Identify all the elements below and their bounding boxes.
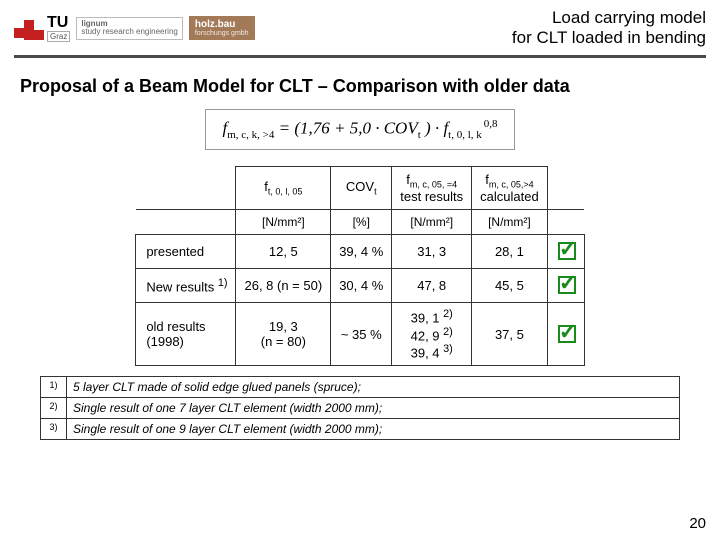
lignum-logo: lignum study research engineering (76, 17, 183, 41)
comparison-table: ft, 0, l, 05 COVt fm, c, 05, =4 test res… (135, 166, 584, 367)
col-header: fm, c, 05,>4 calculated (472, 166, 548, 210)
footnote-table: 1) 5 layer CLT made of solid edge glued … (40, 376, 680, 440)
table-row: presented 12, 5 39, 4 % 31, 3 28, 1 (136, 235, 584, 269)
table-unit-row: [N/mm²] [%] [N/mm²] [N/mm²] (136, 210, 584, 235)
footnote-row: 2) Single result of one 7 layer CLT elem… (41, 398, 680, 419)
col-header: COVt (331, 166, 392, 210)
slide-header: TU Graz lignum study research engineerin… (0, 0, 720, 53)
check-icon (556, 274, 576, 294)
check-cell (547, 269, 584, 303)
footnote-row: 3) Single result of one 9 layer CLT elem… (41, 419, 680, 440)
section-title: Proposal of a Beam Model for CLT – Compa… (0, 58, 720, 103)
check-cell (547, 235, 584, 269)
table-row: New results 1) 26, 8 (n = 50) 30, 4 % 47… (136, 269, 584, 303)
tu-graz-logo: TU Graz (14, 15, 70, 42)
check-cell (547, 303, 584, 366)
table-row: old results(1998) 19, 3(n = 80) ~ 35 % 3… (136, 303, 584, 366)
col-header: ft, 0, l, 05 (236, 166, 331, 210)
table-header-row: ft, 0, l, 05 COVt fm, c, 05, =4 test res… (136, 166, 584, 210)
row-label: New results 1) (136, 269, 236, 303)
tu-logo-icon (14, 20, 44, 42)
col-header: fm, c, 05, =4 test results (392, 166, 472, 210)
tu-logo-text: TU Graz (47, 15, 70, 42)
row-label: presented (136, 235, 236, 269)
formula-box: fm, c, k, >4 = (1,76 + 5,0 · COVt ) · ft… (0, 103, 720, 166)
holzbau-logo: holz.bau forschungs gmbh (189, 16, 255, 40)
check-icon (556, 323, 576, 343)
footnote-row: 1) 5 layer CLT made of solid edge glued … (41, 377, 680, 398)
page-number: 20 (689, 515, 706, 532)
row-label: old results(1998) (136, 303, 236, 366)
formula: fm, c, k, >4 = (1,76 + 5,0 · COVt ) · ft… (205, 109, 514, 150)
slide-title: Load carrying model for CLT loaded in be… (255, 8, 706, 49)
check-icon (556, 240, 576, 260)
logo-group: TU Graz lignum study research engineerin… (14, 15, 255, 42)
